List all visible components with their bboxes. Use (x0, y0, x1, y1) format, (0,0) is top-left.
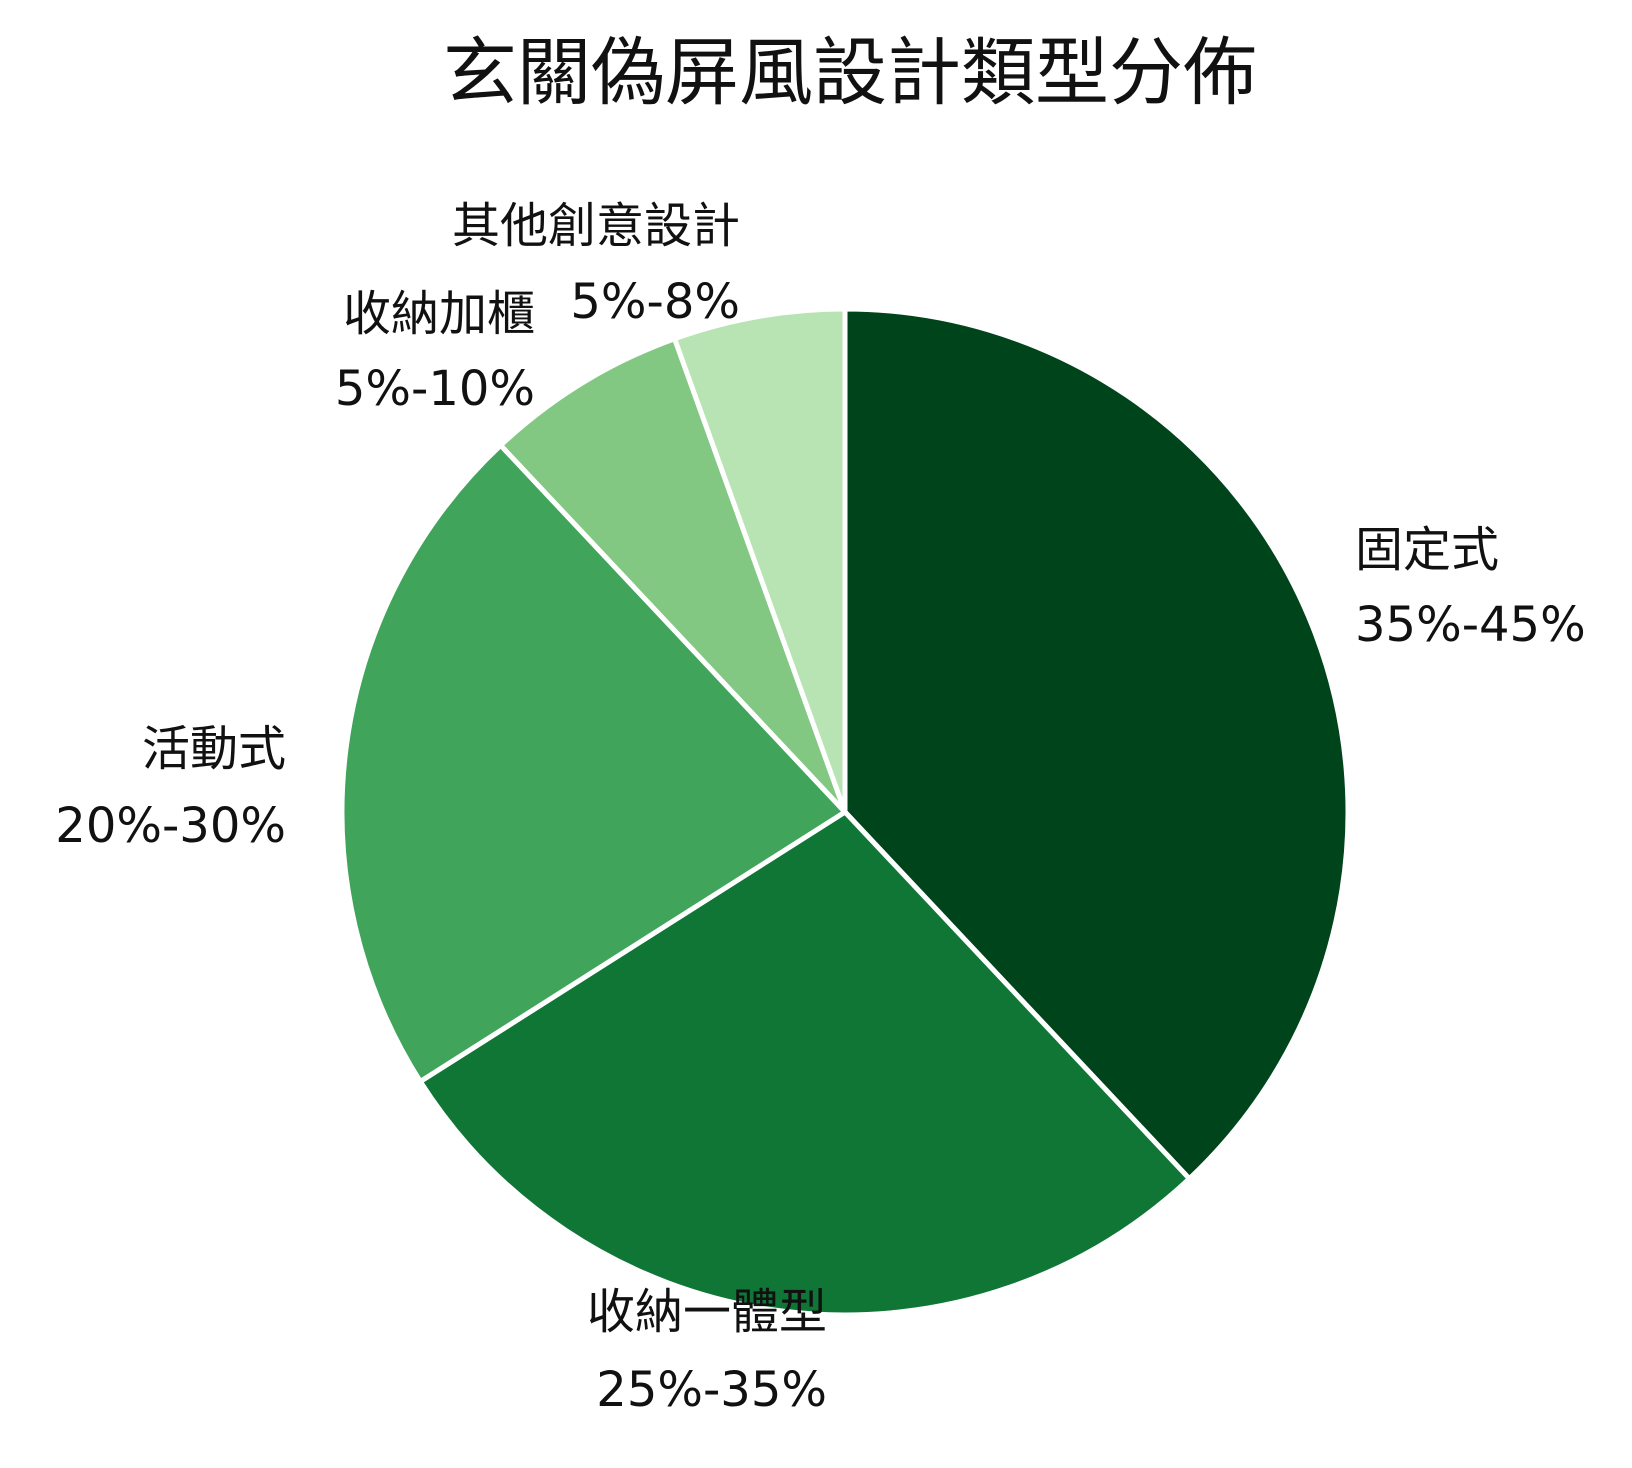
chart-title: 玄關偽屏風設計類型分佈 (443, 30, 1257, 116)
slice-label-5: 其他創意設計 (452, 198, 740, 254)
slice-range-1: 35%-45% (1355, 597, 1586, 653)
slice-label-2: 收納一體型 (587, 1284, 827, 1340)
slice-range-5: 5%-8% (570, 274, 740, 330)
pie-labels: 固定式 35%-45% 收納一體型 25%-35% 活動式 20%-30% 收納加櫃 5%-1… (55, 198, 1585, 1418)
slice-label-3: 活動式 (142, 721, 286, 777)
slice-range-4: 5%-10% (335, 361, 535, 417)
slice-label-1: 固定式 (1355, 522, 1499, 578)
pie-slice-2 (417, 809, 1192, 1318)
slice-range-3: 20%-30% (55, 798, 286, 854)
pie-slice-5 (672, 306, 848, 815)
pie-slice-4 (498, 336, 848, 815)
pie-slice-1 (842, 306, 1351, 1182)
slice-range-2: 25%-35% (596, 1362, 827, 1418)
pie-slice-3 (339, 442, 848, 1085)
pie-slices (339, 306, 1351, 1318)
slice-label-4: 收納加櫃 (343, 286, 535, 342)
